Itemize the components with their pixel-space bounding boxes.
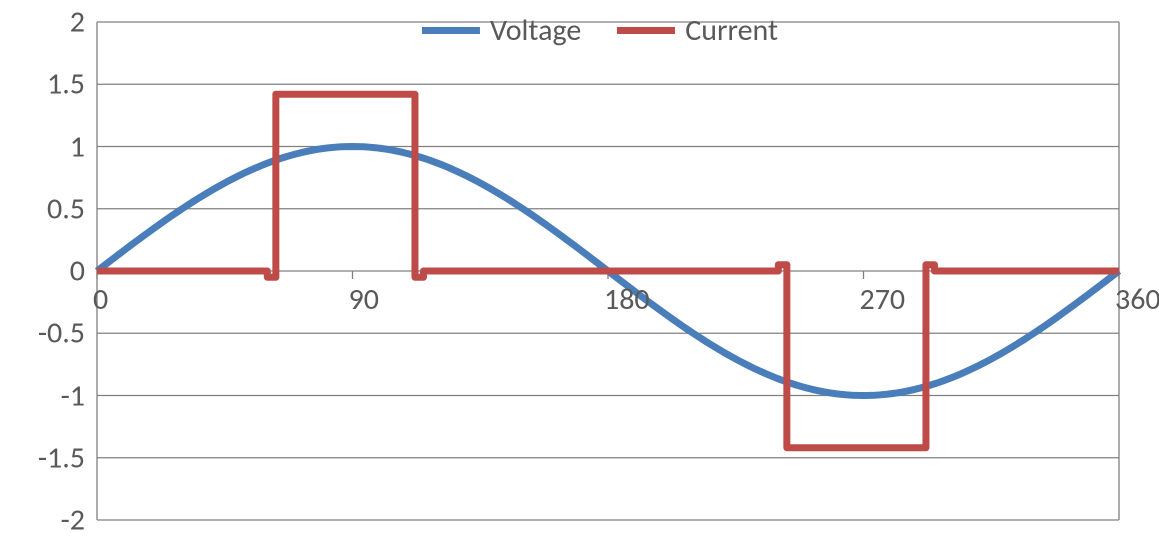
y-tick-label: 2 bbox=[70, 4, 85, 41]
y-tick-label: -1 bbox=[61, 377, 85, 414]
legend: Voltage Current bbox=[422, 12, 778, 49]
y-tick-label: 0 bbox=[70, 253, 85, 290]
legend-label: Voltage bbox=[490, 12, 581, 49]
legend-item-current: Current bbox=[617, 12, 778, 49]
y-tick-label: 1 bbox=[70, 128, 85, 165]
chart-container: -2-1.5-1-0.500.511.52 090180270360 Volta… bbox=[0, 0, 1159, 549]
legend-item-voltage: Voltage bbox=[422, 12, 581, 49]
y-tick-label: -1.5 bbox=[38, 439, 85, 476]
y-tick-label: -2 bbox=[61, 502, 85, 539]
x-tick-label: 0 bbox=[93, 281, 108, 318]
x-tick-label: 180 bbox=[604, 281, 650, 318]
x-tick-label: 90 bbox=[349, 281, 379, 318]
legend-label: Current bbox=[685, 12, 778, 49]
legend-swatch bbox=[617, 27, 675, 34]
x-tick-label: 360 bbox=[1115, 281, 1159, 318]
legend-swatch bbox=[422, 27, 480, 34]
y-tick-label: 0.5 bbox=[47, 190, 85, 227]
x-tick-label: 270 bbox=[860, 281, 906, 318]
y-tick-label: 1.5 bbox=[47, 66, 85, 103]
chart-svg bbox=[0, 0, 1159, 549]
y-tick-label: -0.5 bbox=[38, 315, 85, 352]
